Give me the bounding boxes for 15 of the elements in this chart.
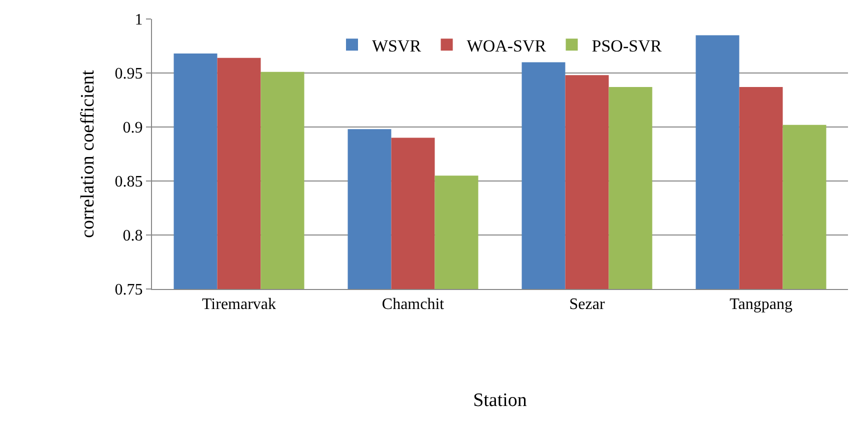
y-tick-label: 1: [134, 12, 143, 29]
y-tick-label: 0.75: [114, 282, 143, 299]
y-tick-label: 0.85: [114, 174, 143, 191]
y-axis-title: correlation coefficient: [78, 69, 99, 238]
x-tick-label: Chamchit: [382, 296, 445, 314]
y-tick-label: 0.95: [114, 66, 143, 83]
legend-label: WSVR: [372, 36, 422, 56]
x-tick-label: Tiremarvak: [202, 296, 276, 314]
x-tick-label: Tangpang: [730, 296, 792, 314]
x-tick-label: Sezar: [569, 296, 606, 314]
y-tick-label: 0.8: [122, 228, 143, 245]
y-tick-label: 0.9: [122, 120, 143, 137]
x-axis-title: Station: [473, 390, 528, 411]
legend-label: PSO-SVR: [592, 36, 662, 56]
legend-label: WOA-SVR: [466, 36, 547, 56]
